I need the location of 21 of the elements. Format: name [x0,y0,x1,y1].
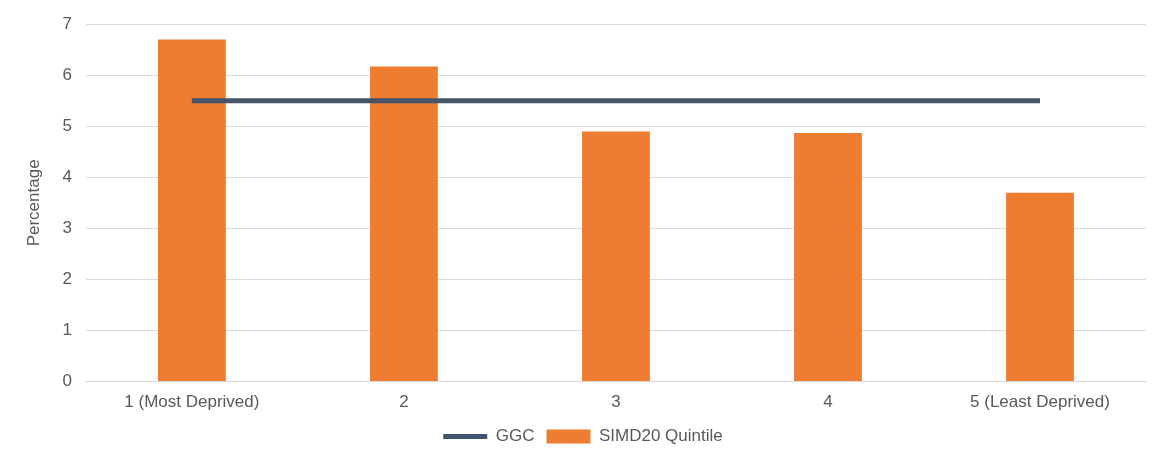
y-axis-title: Percentage [23,159,43,247]
bar [1006,192,1074,382]
y-tick-label: 3 [62,218,72,238]
bar [582,131,650,382]
y-tick-label: 0 [62,371,72,391]
y-tick-label: 1 [62,320,72,340]
y-tick-label: 4 [62,167,72,187]
bar [369,66,438,382]
bar [794,132,862,382]
x-tick-label: 2 [399,392,409,412]
x-tick-label: 3 [611,392,621,412]
y-tick-label: 6 [62,64,72,84]
y-tick-label: 7 [62,13,72,33]
legend-label: GGC [495,426,535,446]
y-tick-label: 2 [62,269,72,289]
x-tick-label: 5 (Least Deprived) [970,392,1110,412]
x-tick-label: 4 [823,392,833,412]
legend-label: SIMD20 Quintile [598,426,723,446]
y-tick-label: 5 [62,116,72,135]
bar [157,39,226,382]
x-tick-label: 1 (Most Deprived) [124,392,260,412]
